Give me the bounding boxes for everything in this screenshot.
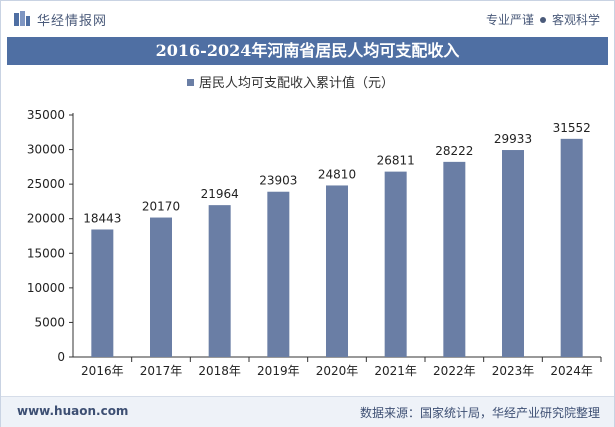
data-label: 20170 [142,200,180,214]
legend-swatch [187,79,194,86]
slogan-right: 客观科学 [551,13,600,27]
data-label: 21964 [201,187,239,201]
legend: 居民人均可支配收入累计值（元） [187,75,394,91]
y-tick-label: 15000 [27,246,65,260]
bar-chart: 居民人均可支配收入累计值（元） 0 5000 10000 15000 20000 25000… [27,75,602,378]
data-source: 数据来源：国家统计局，华经产业研究院整理 [359,406,600,420]
brand-logo-icon [14,11,30,26]
x-tick-label: 2022年 [433,364,476,378]
x-tick-label: 2016年 [81,364,124,378]
bar [384,171,407,357]
data-label: 31552 [553,121,591,135]
bar [91,229,114,357]
x-tick-label: 2023年 [492,364,535,378]
footer: www.huaon.com 数据来源：国家统计局，华经产业研究院整理 [1,396,614,427]
x-tick-label: 2024年 [550,364,593,378]
top-bar: 华经情报网 专业严谨 客观科学 [1,1,614,37]
legend-label: 居民人均可支配收入累计值（元） [199,75,394,91]
bar [326,185,348,357]
x-tick-label: 2021年 [374,364,417,378]
bar [267,191,290,357]
y-tick-label: 5000 [34,315,65,329]
y-tick-label: 35000 [27,108,65,122]
slogan-dot-icon [539,17,546,23]
bar [502,150,524,357]
data-label: 18443 [83,211,121,225]
y-tick-label: 25000 [27,177,65,191]
bar [150,217,172,357]
chart-title: 2016-2024年河南省居民人均可支配收入 [7,37,608,65]
x-tick-label: 2017年 [140,364,183,378]
data-label: 26811 [377,154,415,168]
slogan: 专业严谨 客观科学 [486,11,600,28]
bar [208,205,231,357]
y-tick-label: 10000 [27,281,65,295]
bar [443,161,466,357]
footer-url[interactable]: www.huaon.com [17,404,129,418]
x-tick-label: 2019年 [257,364,300,378]
y-tick-label: 20000 [27,212,65,226]
data-label: 29933 [494,132,532,146]
data-label: 24810 [318,167,356,181]
y-tick-label: 30000 [27,143,65,157]
y-tick-label: 0 [57,350,65,364]
x-tick-label: 2020年 [316,364,359,378]
bar [560,138,583,357]
x-tick-label: 2018年 [198,364,241,378]
brand-name: 华经情报网 [37,14,108,29]
data-label: 28222 [435,144,473,158]
slogan-left: 专业严谨 [485,13,534,27]
data-label: 23903 [259,174,297,188]
